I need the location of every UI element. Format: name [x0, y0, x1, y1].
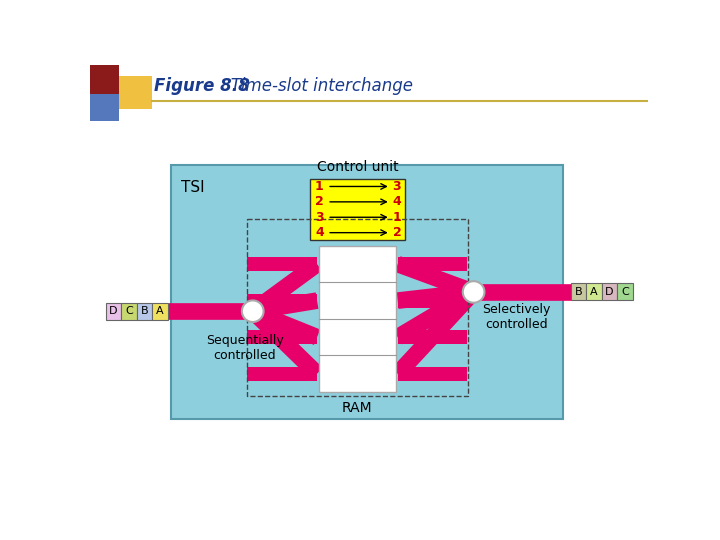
Text: A: A [156, 306, 163, 316]
Text: 2: 2 [315, 195, 324, 208]
Text: Sequentially
controlled: Sequentially controlled [206, 334, 284, 362]
Text: D: D [605, 287, 613, 297]
Text: Figure 8.8: Figure 8.8 [154, 77, 250, 96]
Bar [397, 257, 467, 271]
Bar [310, 179, 405, 240]
Text: B: B [140, 306, 148, 316]
Bar [106, 303, 121, 320]
Text: 4: 4 [392, 195, 401, 208]
Bar [248, 367, 317, 381]
Bar [120, 76, 152, 109]
Text: 3: 3 [315, 211, 324, 224]
Bar [319, 246, 396, 392]
Text: C: C [621, 287, 629, 297]
Bar [617, 284, 632, 300]
Bar [397, 294, 467, 308]
Text: RAM: RAM [342, 401, 373, 415]
Bar [248, 294, 317, 308]
Bar [586, 284, 601, 300]
Text: 3: 3 [392, 180, 401, 193]
Text: A: A [590, 287, 598, 297]
Bar [152, 303, 168, 320]
Bar [397, 330, 467, 344]
Text: Control unit: Control unit [317, 160, 398, 174]
Bar [248, 257, 317, 271]
Text: Selectively
controlled: Selectively controlled [482, 303, 550, 332]
Text: B: B [575, 287, 582, 297]
Text: Time-slot interchange: Time-slot interchange [215, 77, 413, 96]
Bar [90, 94, 120, 121]
Text: 4: 4 [315, 226, 324, 239]
Bar [248, 330, 317, 344]
Bar [246, 219, 468, 396]
Bar [171, 165, 563, 419]
Text: C: C [125, 306, 132, 316]
Bar [601, 284, 617, 300]
Bar [570, 284, 586, 300]
Bar [397, 367, 467, 381]
Circle shape [463, 281, 485, 303]
Text: D: D [109, 306, 117, 316]
Text: 1: 1 [315, 180, 324, 193]
Bar [90, 65, 120, 94]
Text: 2: 2 [392, 226, 401, 239]
Bar [137, 303, 152, 320]
Text: TSI: TSI [181, 180, 204, 195]
Circle shape [242, 300, 264, 322]
Text: 1: 1 [392, 211, 401, 224]
Bar [121, 303, 137, 320]
